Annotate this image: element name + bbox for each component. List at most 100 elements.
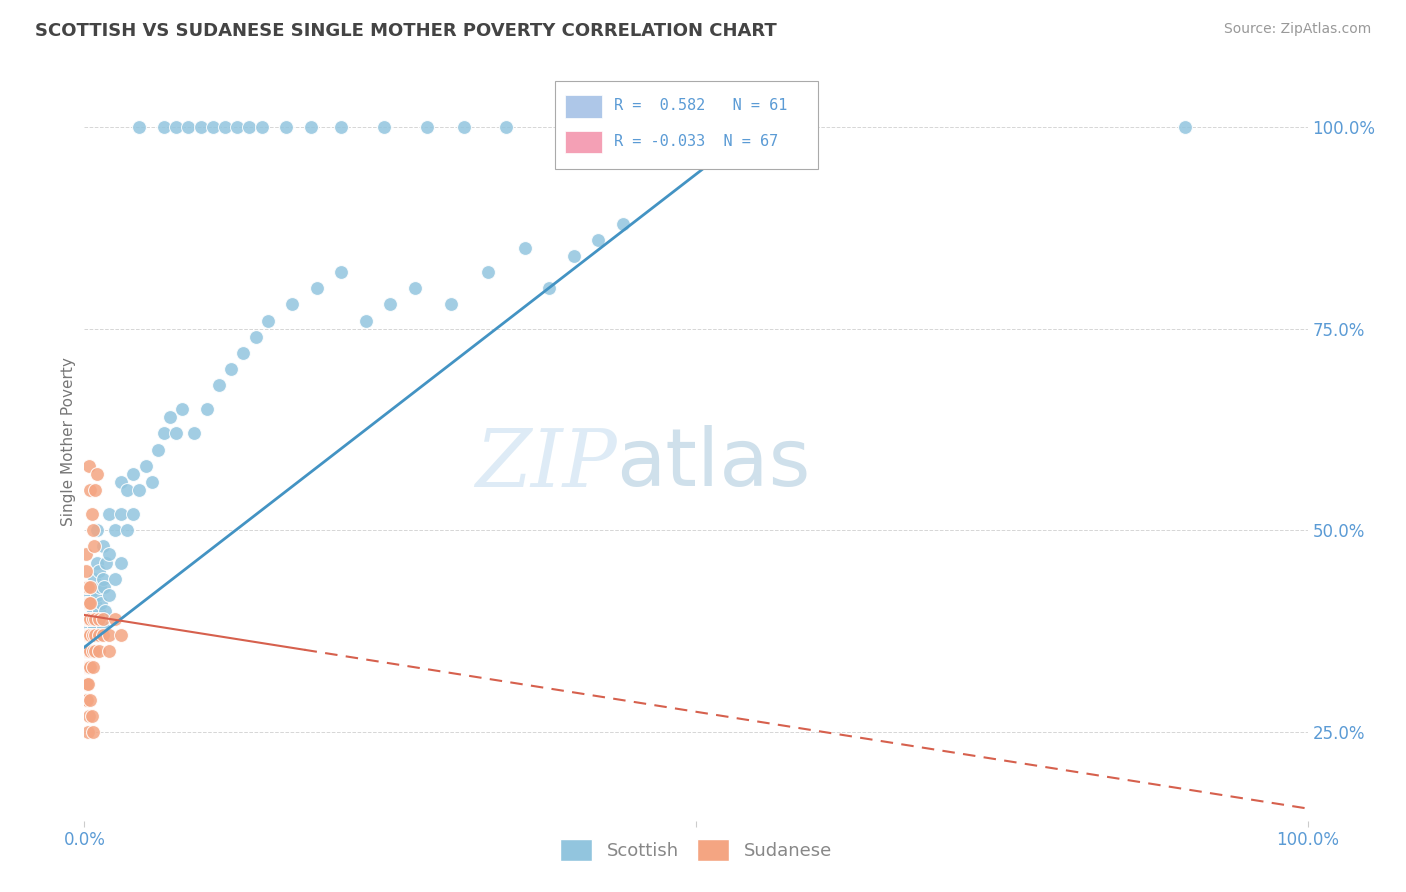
Point [75,628,97,642]
Point [86,588,108,602]
Point [75,644,97,658]
Point [79,620,101,634]
Point [77,644,100,658]
Point [77,660,100,674]
Point [89,580,111,594]
Point [153,120,176,134]
FancyBboxPatch shape [565,95,602,118]
Point [77,596,100,610]
Point [115,483,138,497]
Point [299,120,322,134]
Point [84,644,107,658]
Point [79,692,101,706]
Point [165,426,187,441]
Point [77,580,100,594]
Point [97,628,120,642]
Point [76,628,98,642]
Point [190,120,212,134]
Point [141,475,163,489]
Point [354,313,377,327]
Point [330,265,353,279]
Point [104,572,127,586]
Point [373,120,395,134]
Point [79,644,101,658]
Point [226,120,249,134]
Point [77,596,100,610]
Point [79,596,101,610]
Point [159,410,181,425]
Point [97,548,120,562]
Point [477,265,499,279]
Point [232,346,254,360]
Point [77,708,100,723]
Point [91,572,114,586]
Point [84,483,107,497]
Point [128,120,150,134]
Point [87,604,110,618]
Point [172,402,194,417]
Point [76,644,98,658]
Point [586,233,609,247]
Point [76,612,98,626]
Point [122,507,145,521]
Point [86,467,108,481]
Point [76,660,98,674]
Point [75,612,97,626]
FancyBboxPatch shape [555,81,818,169]
Point [79,660,101,674]
Point [245,329,267,343]
Point [79,612,101,626]
Point [84,612,107,626]
Point [79,588,101,602]
Point [612,217,634,231]
Point [104,523,127,537]
Point [77,660,100,674]
Point [76,580,98,594]
Point [75,596,97,610]
Point [1174,120,1197,134]
Point [75,548,97,562]
Point [76,692,98,706]
Point [84,596,107,610]
Point [91,612,114,626]
Point [75,692,97,706]
Point [208,378,231,392]
Point [380,297,402,311]
Point [201,120,224,134]
Point [86,628,108,642]
Point [77,628,100,642]
Text: SCOTTISH VS SUDANESE SINGLE MOTHER POVERTY CORRELATION CHART: SCOTTISH VS SUDANESE SINGLE MOTHER POVER… [35,22,778,40]
Point [82,660,104,674]
Point [75,564,97,578]
Point [195,402,218,417]
Point [82,604,104,618]
FancyBboxPatch shape [565,130,602,153]
Point [86,523,108,537]
Point [440,297,463,311]
Point [110,556,132,570]
Point [93,580,115,594]
Text: R = -0.033  N = 67: R = -0.033 N = 67 [614,134,779,149]
Point [75,580,97,594]
Point [87,564,110,578]
Point [238,120,260,134]
Point [77,676,100,690]
Point [87,644,110,658]
Point [75,676,97,690]
Point [404,281,426,295]
Point [104,612,127,626]
Point [82,612,104,626]
Point [77,612,100,626]
Point [115,523,138,537]
Point [80,507,103,521]
Point [153,426,176,441]
Point [257,313,280,327]
Point [330,120,353,134]
Point [82,644,104,658]
Point [495,120,517,134]
Point [97,507,120,521]
Point [77,458,100,473]
Point [76,596,98,610]
Point [94,604,117,618]
Point [77,725,100,739]
